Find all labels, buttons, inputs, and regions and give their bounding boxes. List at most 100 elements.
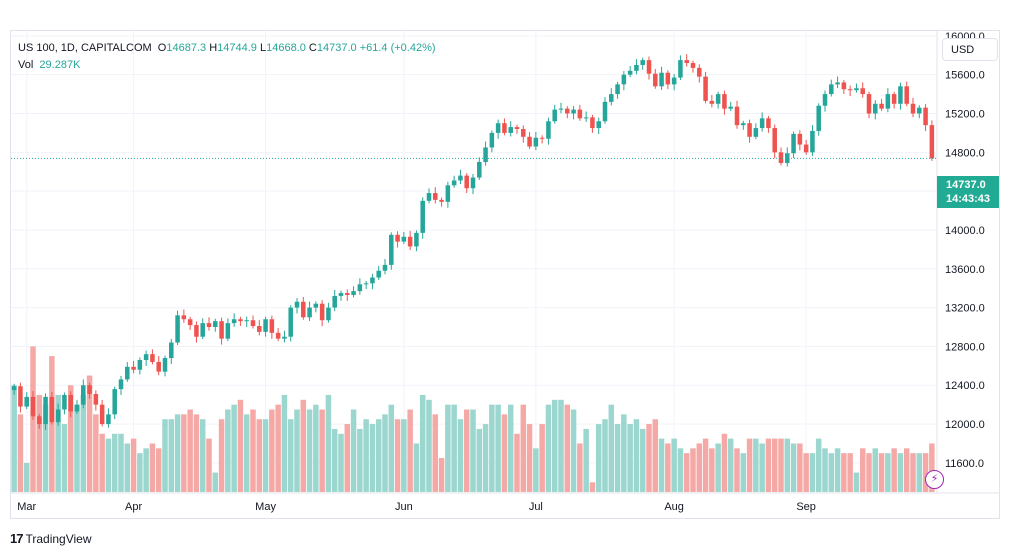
candle-body xyxy=(162,358,168,372)
price-tick-label: 13200.0 xyxy=(945,303,985,315)
volume-bar xyxy=(168,419,175,492)
volume-bar xyxy=(413,443,420,492)
volume-bar xyxy=(124,443,131,492)
volume-bar xyxy=(727,438,734,492)
volume-bar xyxy=(143,448,149,492)
price-tick-label: 14000.0 xyxy=(945,225,985,237)
candle-body xyxy=(508,127,513,133)
volume-bar xyxy=(489,404,495,492)
legend-volume: Vol 29.287K xyxy=(18,59,80,71)
volume-bar xyxy=(709,448,715,492)
candle-body xyxy=(414,232,419,247)
candle-body xyxy=(728,106,733,109)
lightning-icon[interactable]: ⚡ xyxy=(925,470,944,489)
candle-body xyxy=(527,136,532,147)
volume-bar xyxy=(583,428,589,492)
volume-bar xyxy=(55,394,61,492)
candle-body xyxy=(49,396,55,423)
price-tick-label: 12400.0 xyxy=(945,380,985,392)
candle-body xyxy=(533,137,539,147)
candle-body xyxy=(181,315,187,320)
candle-body xyxy=(621,74,627,85)
volume-bar xyxy=(225,409,231,492)
candle-body xyxy=(389,234,394,265)
volume-bars xyxy=(11,346,935,492)
candle-body xyxy=(238,319,243,322)
candle-body xyxy=(929,125,935,159)
volume-bar xyxy=(922,453,929,492)
volume-label[interactable]: Vol xyxy=(18,59,34,71)
volume-bar xyxy=(514,433,520,492)
candle-body xyxy=(558,108,564,110)
time-tick-label: Jul xyxy=(529,501,543,513)
time-axis: Mar Apr May Jun Jul Aug Sep xyxy=(17,501,816,513)
candle-body xyxy=(879,103,884,109)
candle-body xyxy=(854,88,859,91)
candle-body xyxy=(923,107,928,126)
volume-bar xyxy=(828,453,835,492)
high-value: 14744.9 xyxy=(217,42,257,54)
volume-bar xyxy=(181,414,187,492)
volume-bar xyxy=(671,438,677,492)
candle-body xyxy=(634,64,639,71)
volume-bar xyxy=(470,409,476,492)
volume-bar xyxy=(784,438,791,492)
symbol-label[interactable]: US 100, 1D, CAPITALCOM xyxy=(18,42,152,54)
candle-body xyxy=(30,396,36,417)
candle-body xyxy=(502,123,507,133)
candlestick-chart[interactable]: 16000.015600.015200.014800.014400.014000… xyxy=(0,0,1012,522)
volume-bar xyxy=(608,404,615,492)
candle-body xyxy=(521,129,526,137)
candle-body xyxy=(263,319,268,332)
candle-body xyxy=(382,264,388,271)
candle-body xyxy=(514,127,520,130)
candle-body xyxy=(904,86,909,104)
tradingview-logo[interactable]: 17 TradingView xyxy=(10,531,92,546)
volume-bar xyxy=(36,394,43,492)
volume-bar xyxy=(187,409,193,492)
volume-bar xyxy=(790,443,797,492)
candle-body xyxy=(275,332,281,339)
volume-bar xyxy=(771,438,778,492)
volume-bar xyxy=(231,404,237,492)
volume-bar xyxy=(891,448,897,492)
volume-bar xyxy=(401,419,407,492)
volume-bar xyxy=(916,453,923,492)
volume-bar xyxy=(256,419,263,492)
candle-body xyxy=(62,394,67,410)
candle-body xyxy=(539,137,545,139)
volume-bar xyxy=(350,409,357,492)
candle-body xyxy=(420,200,425,233)
candle-body xyxy=(722,94,727,109)
volume-bar xyxy=(300,399,307,492)
last-price-tag: 14737.0 14:43:43 xyxy=(937,176,999,208)
chart-frame xyxy=(10,30,1000,519)
volume-bar xyxy=(558,399,564,492)
volume-bar xyxy=(17,414,24,492)
candle-body xyxy=(288,307,293,337)
volume-bar xyxy=(11,385,17,492)
volume-bar xyxy=(759,443,765,492)
price-tick-label: 15200.0 xyxy=(945,108,985,120)
currency-button[interactable]: USD xyxy=(942,38,998,61)
volume-bar xyxy=(93,414,99,492)
candle-body xyxy=(131,366,136,370)
volume-bar xyxy=(847,453,853,492)
candle-body xyxy=(194,325,199,337)
volume-bar xyxy=(432,414,439,492)
candle-body xyxy=(269,319,275,333)
candle-body xyxy=(546,121,551,139)
candle-body xyxy=(118,379,124,390)
candle-body xyxy=(451,180,457,186)
candle-body xyxy=(401,236,407,242)
volume-bar xyxy=(872,448,879,492)
candle-body xyxy=(150,354,155,362)
volume-bar xyxy=(746,438,753,492)
candle-body xyxy=(313,303,319,308)
volume-bar xyxy=(80,394,87,492)
candle-body xyxy=(609,94,614,102)
volume-bar xyxy=(834,448,841,492)
time-tick-label: Aug xyxy=(664,501,684,513)
low-value: 14668.0 xyxy=(266,42,306,54)
candle-body xyxy=(873,103,878,114)
